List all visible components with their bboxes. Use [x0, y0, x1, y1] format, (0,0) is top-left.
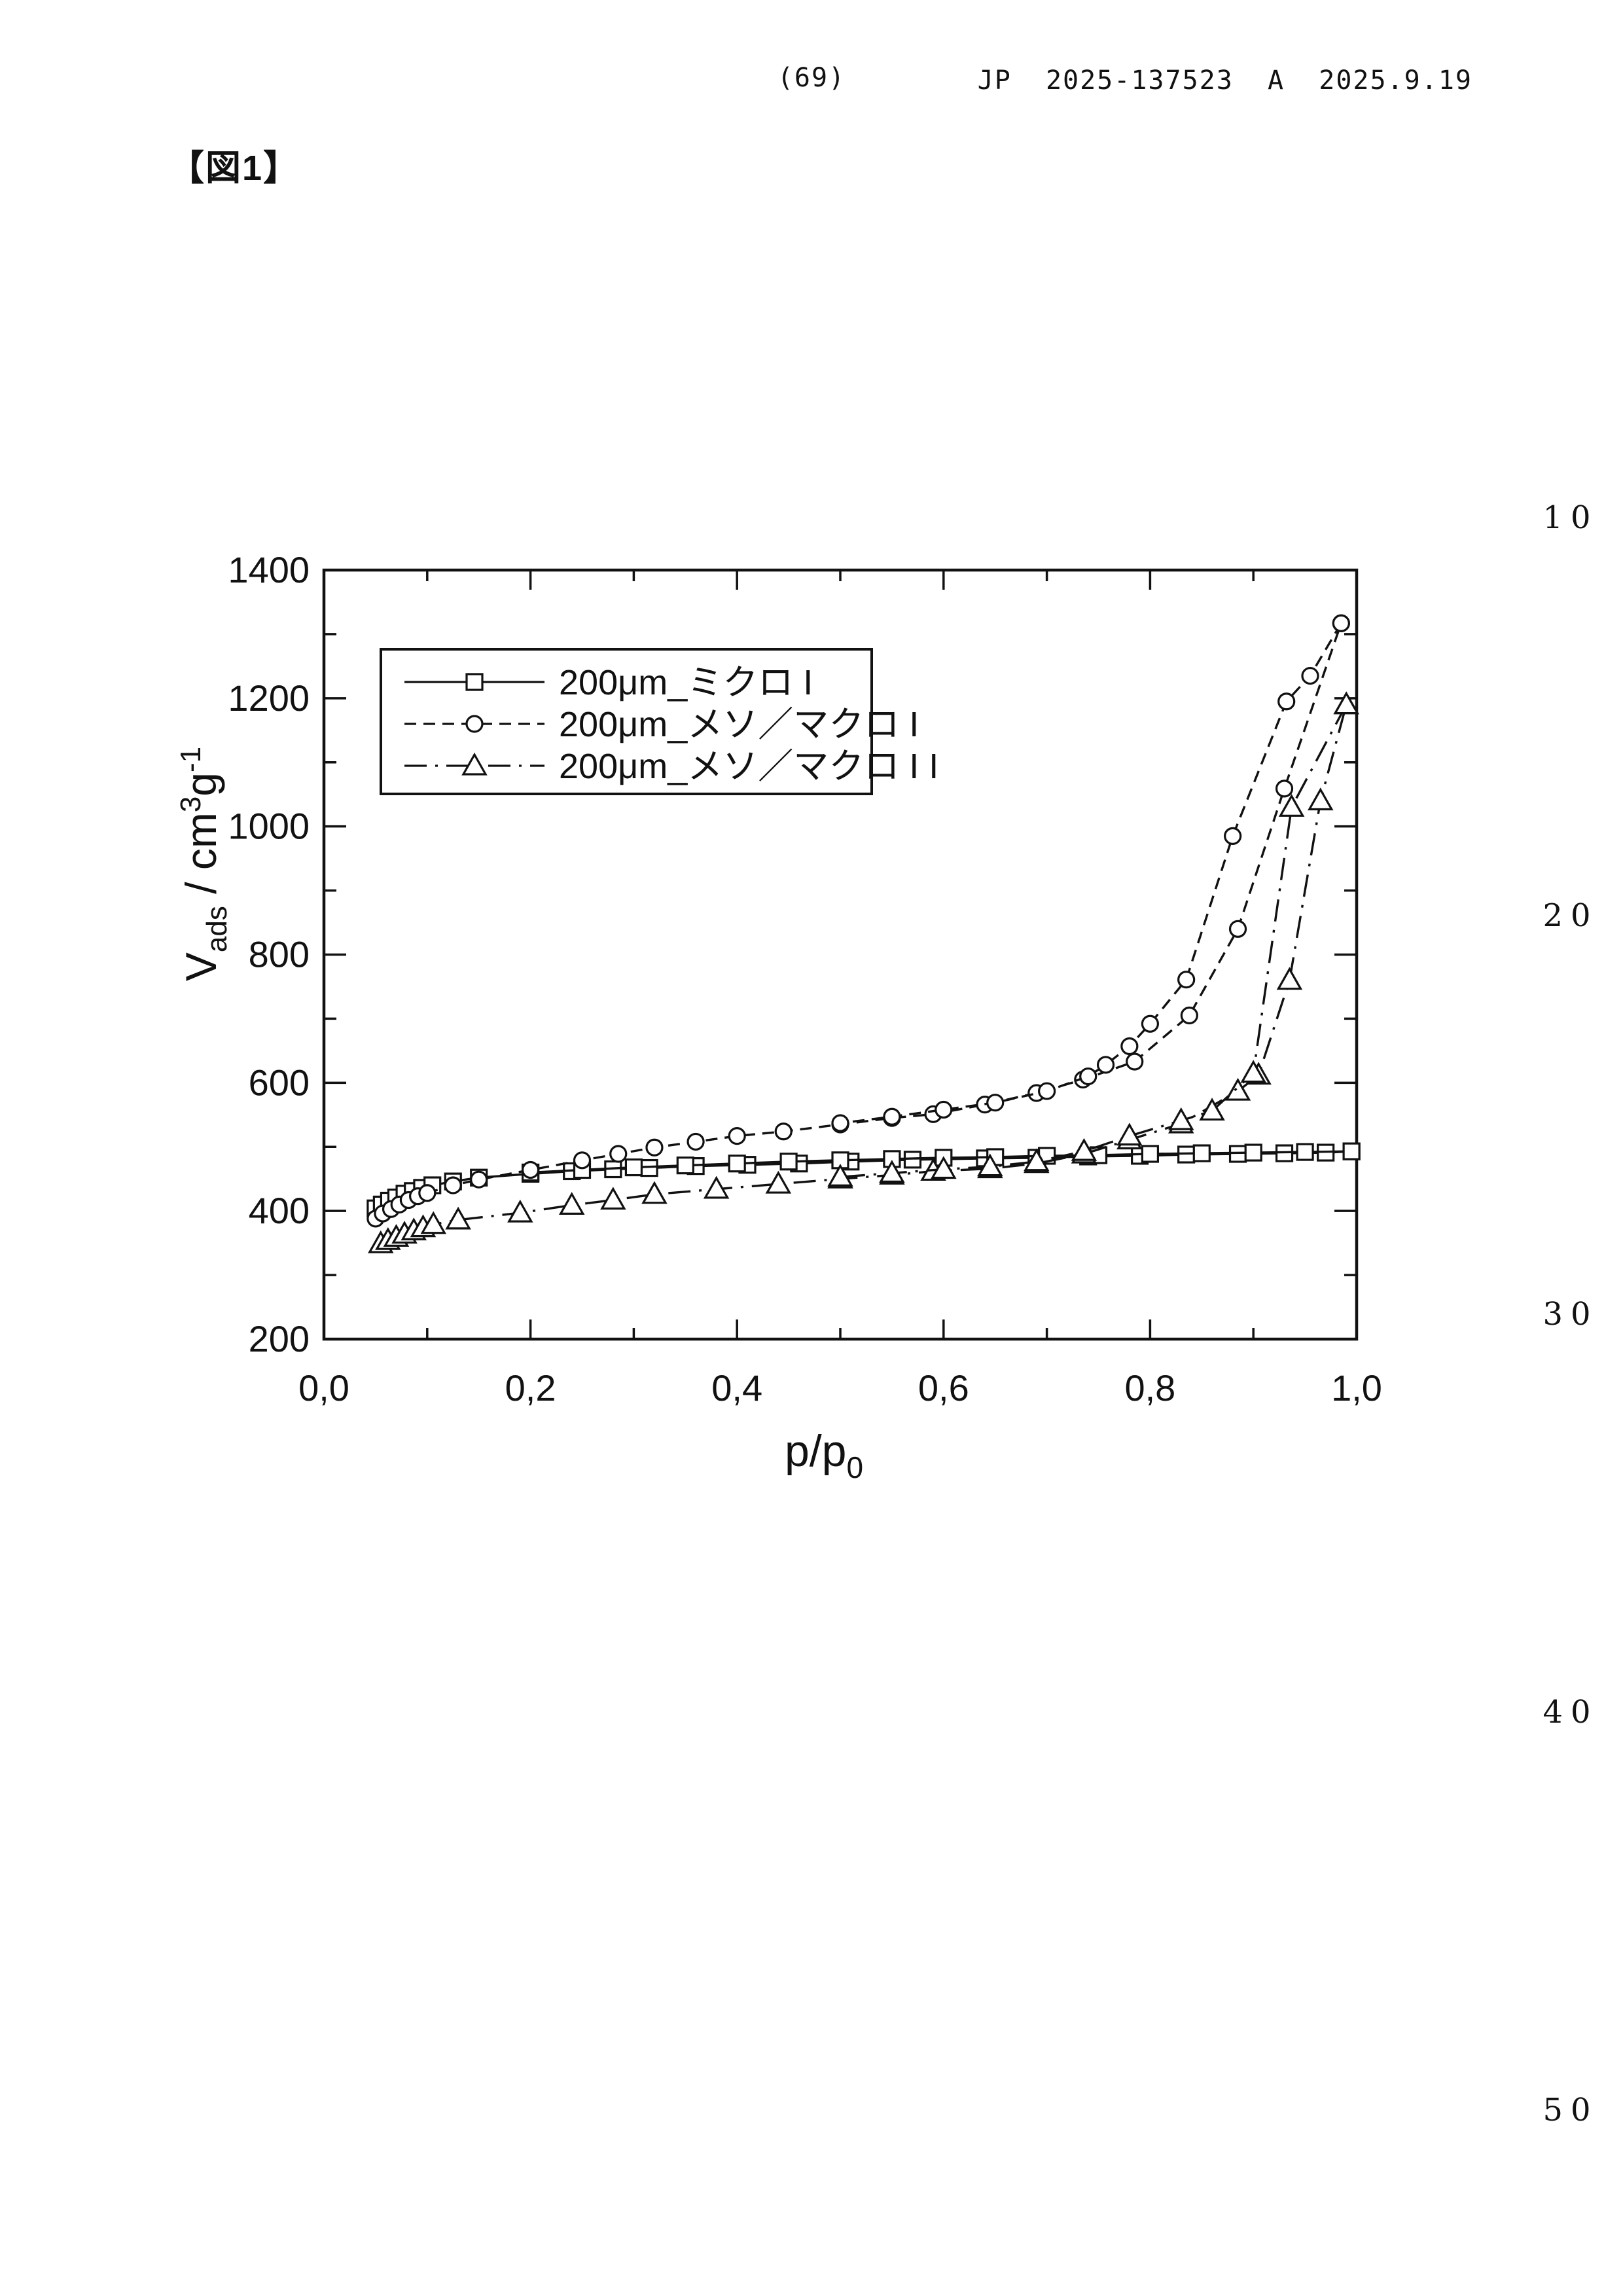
series-circle: [831, 614, 1350, 1132]
marker-circle: [1180, 1006, 1198, 1025]
marker-triangle: [765, 1170, 792, 1194]
marker-triangle: [827, 1164, 853, 1187]
marker-square: [779, 1153, 798, 1171]
figure-label: 【図1】: [169, 149, 300, 188]
marker-triangle: [1024, 1148, 1050, 1172]
marker-circle: [573, 1151, 592, 1170]
marker-triangle: [977, 1153, 1003, 1177]
marker-square: [676, 1157, 694, 1175]
marker-triangle: [461, 752, 488, 776]
marker-square: [1192, 1144, 1211, 1162]
marker-triangle: [931, 1156, 957, 1179]
marker-circle: [1096, 1056, 1115, 1074]
x-tick-label: 0,4: [711, 1367, 762, 1408]
marker-square: [728, 1155, 746, 1173]
series-line: [840, 704, 1347, 1178]
marker-circle: [1224, 827, 1242, 845]
y-tick-label: 1400: [228, 549, 310, 590]
marker-circle: [521, 1160, 540, 1179]
legend-item-label: 200μm_メソ／マクロ I I: [559, 747, 938, 786]
marker-triangle: [1071, 1138, 1097, 1161]
marker-circle: [645, 1138, 664, 1157]
x-tick-label: 0,2: [505, 1367, 556, 1408]
marker-triangle: [600, 1187, 626, 1210]
margin-line-number: 40: [1543, 1694, 1599, 1731]
marker-triangle: [1224, 1077, 1251, 1101]
marker-circle: [883, 1107, 901, 1126]
x-tick-label: 0,8: [1124, 1367, 1175, 1408]
marker-circle: [986, 1094, 1005, 1112]
margin-line-number: 50: [1543, 2092, 1599, 2128]
y-tick-label: 1000: [228, 806, 310, 847]
marker-triangle: [641, 1181, 668, 1204]
marker-triangle: [445, 1206, 471, 1230]
marker-circle: [831, 1114, 849, 1132]
y-tick-label: 1200: [228, 677, 310, 719]
marker-triangle: [558, 1192, 585, 1215]
y-tick-label: 600: [249, 1062, 310, 1103]
marker-circle: [935, 1100, 953, 1119]
marker-triangle: [1308, 787, 1334, 811]
marker-square: [624, 1158, 643, 1177]
margin-line-number: 30: [1543, 1296, 1599, 1333]
marker-circle: [418, 1184, 437, 1202]
marker-triangle: [420, 1211, 447, 1234]
y-tick-label: 400: [249, 1190, 310, 1231]
marker-circle: [465, 715, 484, 733]
marker-square: [1244, 1143, 1262, 1162]
marker-circle: [1079, 1067, 1097, 1086]
publication-id: JP 2025-137523 A 2025.9.19: [977, 65, 1472, 96]
legend-item-label: 200μm_ミクロ I: [559, 663, 813, 702]
x-tick-label: 1,0: [1331, 1367, 1382, 1408]
marker-circle: [1126, 1052, 1144, 1071]
legend-item-label: 200μm_メソ／マクロ I: [559, 705, 919, 744]
marker-triangle: [1333, 691, 1359, 715]
margin-line-number: 20: [1543, 897, 1599, 934]
x-tick-label: 0,0: [298, 1367, 349, 1408]
marker-square: [465, 673, 484, 691]
marker-triangle: [507, 1199, 533, 1223]
y-tick-label: 200: [249, 1318, 310, 1359]
y-tick-label: 800: [249, 934, 310, 975]
marker-circle: [687, 1132, 705, 1151]
marker-circle: [1301, 666, 1319, 685]
y-axis-title: Vads / cm3g-1: [175, 747, 233, 981]
marker-circle: [1177, 971, 1196, 989]
marker-circle: [1332, 614, 1350, 632]
marker-circle: [1277, 692, 1296, 711]
marker-triangle: [879, 1160, 905, 1183]
marker-circle: [1120, 1037, 1139, 1056]
margin-line-number: 10: [1543, 499, 1599, 536]
x-tick-label: 0,6: [918, 1367, 969, 1408]
marker-square: [1296, 1143, 1314, 1161]
marker-triangle: [1276, 967, 1303, 990]
marker-triangle: [1199, 1098, 1225, 1121]
x-axis-title: p/p0: [785, 1426, 863, 1484]
marker-circle: [728, 1127, 746, 1145]
series-line: [380, 704, 1347, 1245]
legend-box: [380, 648, 873, 795]
marker-circle: [1141, 1014, 1160, 1033]
marker-circle: [1037, 1082, 1056, 1100]
page-number: (69): [777, 63, 846, 93]
marker-circle: [1228, 920, 1247, 938]
series-triangle: [827, 691, 1359, 1187]
marker-triangle: [1116, 1122, 1143, 1146]
marker-circle: [609, 1145, 628, 1163]
marker-triangle: [703, 1175, 730, 1199]
marker-square: [1342, 1142, 1361, 1160]
marker-triangle: [1168, 1107, 1194, 1130]
marker-circle: [470, 1170, 488, 1189]
marker-circle: [1275, 780, 1294, 798]
marker-triangle: [1278, 794, 1305, 817]
marker-triangle: [1240, 1060, 1266, 1083]
marker-square: [1141, 1145, 1160, 1163]
marker-circle: [774, 1122, 793, 1141]
series-line: [840, 622, 1342, 1124]
marker-circle: [444, 1176, 462, 1194]
